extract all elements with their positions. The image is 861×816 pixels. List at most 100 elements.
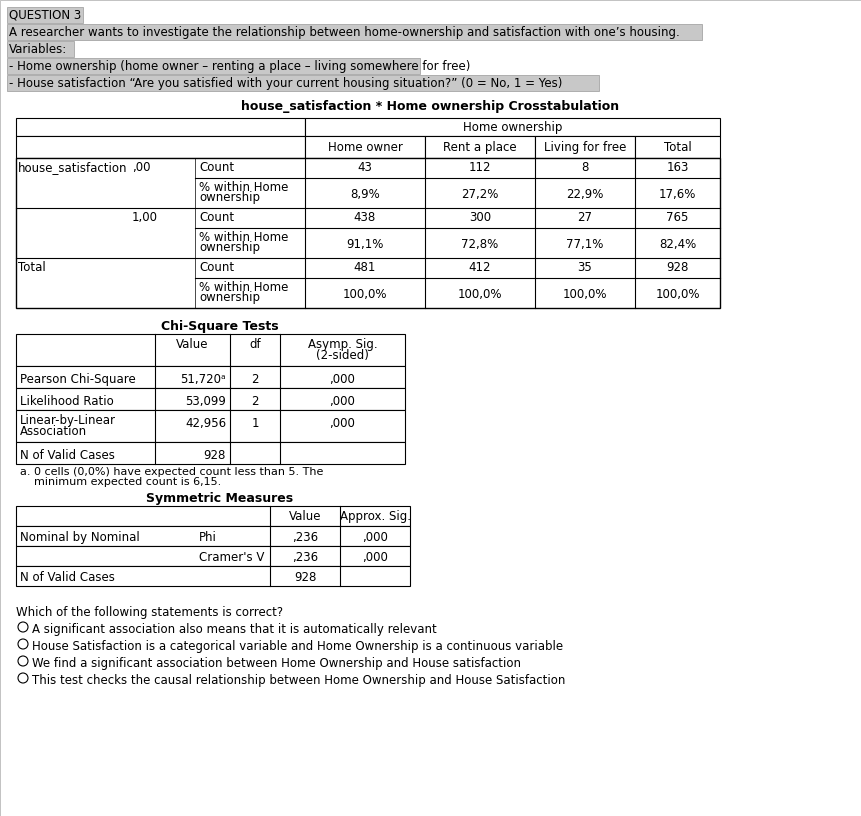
Text: ,000: ,000 [330, 395, 356, 408]
Text: house_satisfaction * Home ownership Crosstabulation: house_satisfaction * Home ownership Cros… [241, 100, 619, 113]
Text: a. 0 cells (0,0%) have expected count less than 5. The: a. 0 cells (0,0%) have expected count le… [20, 467, 324, 477]
Text: ownership: ownership [199, 191, 260, 204]
Text: % within Home: % within Home [199, 181, 288, 194]
Text: ,000: ,000 [330, 417, 356, 430]
Bar [16, 334, 405, 366]
Text: 53,099: 53,099 [185, 395, 226, 408]
Bar [16, 566, 410, 586]
Text: ownership: ownership [199, 241, 260, 254]
Text: We find a significant association between Home Ownership and House satisfaction: We find a significant association betwee… [32, 657, 521, 670]
Bar [16, 526, 410, 546]
Bar [16, 158, 720, 308]
Bar [7, 75, 599, 91]
Text: 481: 481 [354, 261, 376, 274]
Text: Asymp. Sig.: Asymp. Sig. [307, 338, 377, 351]
Text: 27: 27 [578, 211, 592, 224]
Text: 928: 928 [294, 571, 316, 584]
Text: 100,0%: 100,0% [563, 288, 607, 301]
Text: Linear-by-Linear: Linear-by-Linear [20, 414, 116, 427]
Text: 928: 928 [666, 261, 689, 274]
Bar [16, 388, 405, 410]
Text: ownership: ownership [199, 291, 260, 304]
Text: ,236: ,236 [292, 531, 318, 544]
Text: house_satisfaction: house_satisfaction [18, 161, 127, 174]
Text: ,00: ,00 [132, 161, 151, 174]
Text: Phi: Phi [199, 531, 217, 544]
Bar [16, 136, 305, 158]
Text: QUESTION 3: QUESTION 3 [9, 9, 81, 22]
Text: 928: 928 [203, 449, 226, 462]
Text: 112: 112 [468, 161, 492, 174]
Text: ,000: ,000 [362, 551, 388, 564]
Text: Living for free: Living for free [544, 141, 626, 154]
Text: 163: 163 [666, 161, 689, 174]
Text: Total: Total [664, 141, 691, 154]
Text: Total: Total [18, 261, 46, 274]
Text: Count: Count [199, 211, 234, 224]
Text: Cramer's V: Cramer's V [199, 551, 264, 564]
Text: 17,6%: 17,6% [659, 188, 697, 201]
Text: 72,8%: 72,8% [461, 238, 499, 251]
Text: 1,00: 1,00 [132, 211, 158, 224]
Text: 2: 2 [251, 373, 259, 386]
Text: House Satisfaction is a categorical variable and Home Ownership is a continuous : House Satisfaction is a categorical vari… [32, 640, 563, 653]
Text: 42,956: 42,956 [185, 417, 226, 430]
Text: 765: 765 [666, 211, 689, 224]
Text: ,000: ,000 [330, 373, 356, 386]
Text: Which of the following statements is correct?: Which of the following statements is cor… [16, 606, 283, 619]
Text: 51,720ᵃ: 51,720ᵃ [180, 373, 226, 386]
Text: 43: 43 [357, 161, 373, 174]
Text: Value: Value [288, 510, 321, 523]
Text: 8,9%: 8,9% [350, 188, 380, 201]
Text: 100,0%: 100,0% [343, 288, 387, 301]
Text: 2: 2 [251, 395, 259, 408]
Text: ,000: ,000 [362, 531, 388, 544]
Text: ,236: ,236 [292, 551, 318, 564]
Bar [16, 546, 410, 566]
Text: 300: 300 [469, 211, 491, 224]
Text: 438: 438 [354, 211, 376, 224]
Text: % within Home: % within Home [199, 281, 288, 294]
Bar [305, 118, 720, 136]
Text: df: df [249, 338, 261, 351]
Bar [635, 136, 720, 158]
Bar [16, 506, 410, 526]
Bar [425, 136, 535, 158]
Bar [16, 410, 405, 442]
Text: This test checks the causal relationship between Home Ownership and House Satisf: This test checks the causal relationship… [32, 674, 566, 687]
Bar [7, 41, 74, 57]
Text: Rent a place: Rent a place [443, 141, 517, 154]
Text: Count: Count [199, 161, 234, 174]
Text: (2-sided): (2-sided) [316, 349, 369, 362]
Bar [7, 58, 420, 74]
Text: Nominal by Nominal: Nominal by Nominal [20, 531, 139, 544]
Text: % within Home: % within Home [199, 231, 288, 244]
Text: Symmetric Measures: Symmetric Measures [146, 492, 294, 505]
Bar [16, 442, 405, 464]
Bar [16, 366, 405, 388]
Text: Value: Value [177, 338, 208, 351]
Text: A researcher wants to investigate the relationship between home-ownership and sa: A researcher wants to investigate the re… [9, 26, 679, 39]
Text: 8: 8 [581, 161, 589, 174]
Text: 35: 35 [578, 261, 592, 274]
Text: Home ownership: Home ownership [463, 121, 562, 134]
Bar [16, 118, 305, 136]
Text: 27,2%: 27,2% [461, 188, 499, 201]
Text: Approx. Sig.: Approx. Sig. [339, 510, 411, 523]
Text: 77,1%: 77,1% [567, 238, 604, 251]
Text: Count: Count [199, 261, 234, 274]
Bar [305, 136, 425, 158]
Bar [7, 24, 702, 40]
Text: 100,0%: 100,0% [458, 288, 502, 301]
Text: Variables:: Variables: [9, 43, 67, 56]
Text: 82,4%: 82,4% [659, 238, 697, 251]
Text: minimum expected count is 6,15.: minimum expected count is 6,15. [34, 477, 221, 487]
Text: Likelihood Ratio: Likelihood Ratio [20, 395, 114, 408]
Text: 91,1%: 91,1% [346, 238, 384, 251]
Text: N of Valid Cases: N of Valid Cases [20, 449, 115, 462]
Text: 1: 1 [251, 417, 259, 430]
Bar [535, 136, 635, 158]
Text: Pearson Chi-Square: Pearson Chi-Square [20, 373, 136, 386]
Text: N of Valid Cases: N of Valid Cases [20, 571, 115, 584]
Text: 100,0%: 100,0% [655, 288, 700, 301]
